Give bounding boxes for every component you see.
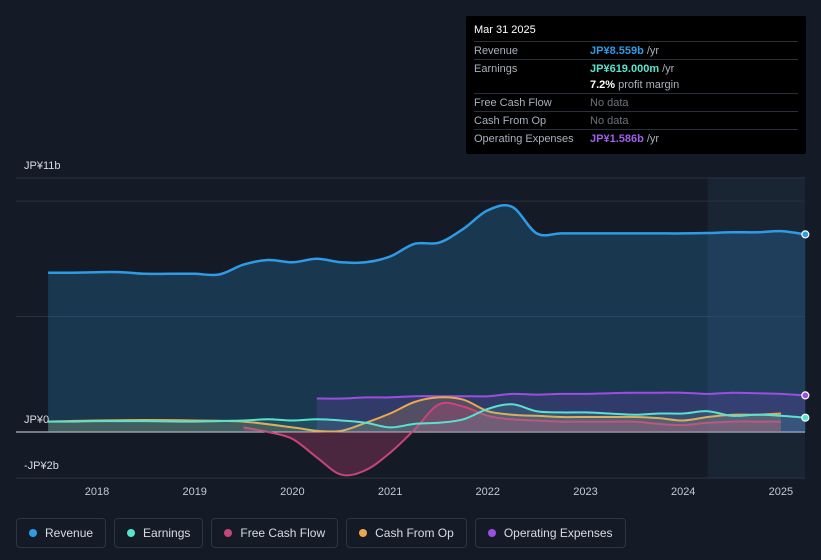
tooltip-row-opex: Operating Expenses JP¥1.586b /yr [474, 129, 798, 147]
tooltip-value: No data [590, 97, 629, 109]
tooltip-row-margin: 7.2% profit margin [474, 77, 798, 93]
legend-item-operating-expenses[interactable]: Operating Expenses [474, 518, 626, 548]
legend-item-free-cash-flow[interactable]: Free Cash Flow [211, 518, 339, 548]
tooltip-unit: profit margin [618, 79, 680, 91]
tooltip-value: 7.2% [590, 79, 616, 91]
earnings-end-point [801, 413, 810, 422]
y-tick-label-zero: JP¥0 [24, 414, 50, 426]
legend-dot-icon [29, 529, 37, 537]
tooltip-row-fcf: Free Cash Flow No data [474, 93, 798, 111]
tooltip-value: JP¥619.000m [590, 63, 660, 75]
revenue-end-point [801, 230, 810, 239]
legend-label: Revenue [45, 526, 94, 540]
revenue-line [48, 204, 806, 277]
tooltip-value: JP¥8.559b [590, 45, 644, 57]
legend-item-cash-from-op[interactable]: Cash From Op [346, 518, 467, 548]
free-cash-flow-area [243, 402, 781, 476]
tooltip-unit: /yr [646, 133, 660, 145]
legend-dot-icon [127, 529, 136, 537]
chart-legend: Revenue Earnings Free Cash Flow Cash Fro… [16, 518, 626, 550]
tooltip-label: Operating Expenses [474, 133, 574, 145]
forecast-shade [707, 178, 805, 478]
legend-dot-icon [487, 529, 496, 537]
x-tick-label: 2022 [476, 486, 500, 498]
cash-from-op-line [48, 396, 781, 433]
y-tick-label-top: JP¥11b [24, 160, 61, 172]
legend-label: Free Cash Flow [240, 526, 326, 540]
operating-expenses-end-point [801, 391, 810, 400]
legend-label: Cash From Op [375, 526, 454, 540]
y-tick-label-bottom: -JP¥2b [24, 460, 59, 472]
legend-label: Operating Expenses [503, 526, 613, 540]
tooltip-label: Free Cash Flow [474, 97, 552, 109]
tooltip-label: Revenue [474, 45, 519, 57]
earnings-line [48, 403, 806, 429]
earnings-area [48, 404, 806, 432]
revenue-area [48, 205, 806, 432]
cash-from-op-area [48, 397, 781, 432]
x-tick-label: 2018 [85, 486, 109, 498]
free-cash-flow-line [243, 401, 781, 477]
tooltip-label: Earnings [474, 63, 518, 75]
legend-item-revenue[interactable]: Revenue [16, 518, 107, 548]
data-tooltip: Mar 31 2025 Revenue JP¥8.559b /yr Earnin… [466, 16, 806, 154]
x-tick-label: 2023 [573, 486, 597, 498]
x-tick-label: 2021 [378, 486, 402, 498]
legend-item-earnings[interactable]: Earnings [114, 518, 204, 548]
legend-dot-icon [224, 529, 233, 537]
tooltip-row-cfo: Cash From Op No data [474, 111, 798, 129]
x-tick-label: 2019 [182, 486, 206, 498]
tooltip-unit: /yr [662, 63, 675, 75]
tooltip-unit: /yr [646, 45, 660, 57]
legend-label: Earnings [143, 526, 191, 540]
tooltip-row-earnings: Earnings JP¥619.000m /yr [474, 59, 798, 77]
x-tick-label: 2024 [671, 486, 695, 498]
operating-expenses-line [316, 391, 806, 400]
tooltip-value: No data [590, 115, 629, 127]
tooltip-label: Cash From Op [474, 115, 547, 127]
legend-dot-icon [359, 529, 368, 537]
x-tick-label: 2025 [769, 486, 793, 498]
tooltip-row-revenue: Revenue JP¥8.559b /yr [474, 41, 798, 59]
x-tick-label: 2020 [280, 486, 304, 498]
tooltip-value: JP¥1.586b [590, 133, 644, 145]
tooltip-date: Mar 31 2025 [474, 24, 536, 36]
